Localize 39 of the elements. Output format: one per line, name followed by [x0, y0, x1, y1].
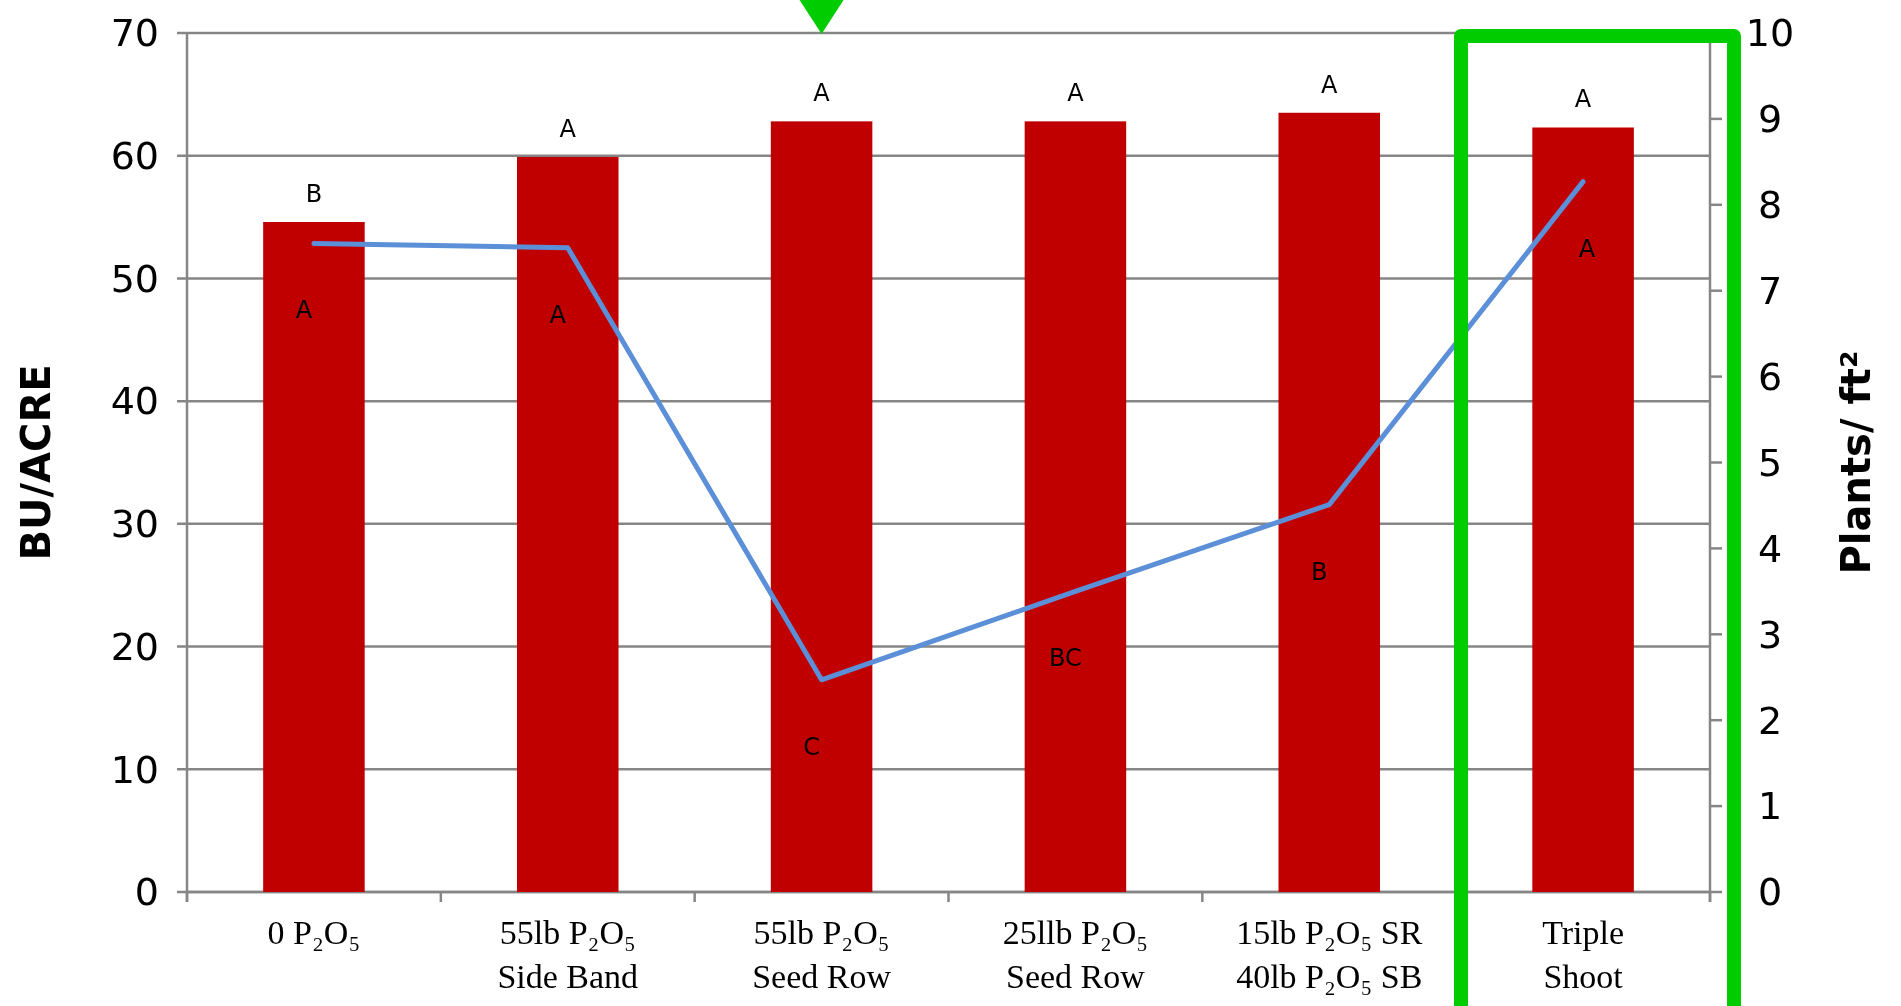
- y2-tick-label: 6: [1757, 354, 1783, 399]
- x-tick-label: 0 P₂O₅: [267, 914, 361, 951]
- data-label: C: [803, 732, 820, 761]
- y-tick-label: 0: [134, 870, 159, 915]
- y2-tick-label: 3: [1757, 612, 1783, 657]
- y-tick-label: 40: [110, 379, 159, 424]
- data-label: B: [1311, 557, 1328, 586]
- y2-tick-label: 8: [1757, 183, 1783, 228]
- y-tick-label: 30: [110, 502, 159, 547]
- y2-tick-label: 2: [1757, 698, 1783, 743]
- y-tick-label: 60: [110, 134, 159, 179]
- data-label: A: [1067, 79, 1085, 108]
- data-label: A: [559, 114, 577, 143]
- y-tick-label: 70: [110, 11, 159, 56]
- y2-tick-label: 10: [1745, 11, 1795, 56]
- data-label: A: [1574, 85, 1592, 114]
- data-label: A: [813, 79, 831, 108]
- y2-tick-label: 7: [1757, 269, 1783, 313]
- y-tick-label: 10: [110, 747, 159, 792]
- x-tick-label: 55lb P₂O₅ Side Band: [497, 914, 639, 995]
- x-tick-label: 25llb P₂O₅ Seed Row: [1002, 914, 1149, 995]
- y2-tick-label: 0: [1757, 870, 1783, 915]
- x-tick-label: 55lb P₂O₅ Seed Row: [752, 914, 892, 995]
- y-tick-label: 20: [110, 624, 159, 669]
- y-tick-label: 50: [110, 256, 159, 301]
- data-label: A: [1321, 70, 1339, 99]
- data-label: B: [305, 179, 323, 208]
- y-axis-title: BU/ACRE: [13, 364, 59, 561]
- y2-tick-label: 4: [1757, 526, 1783, 571]
- x-tick-label: 15lb P₂O₅ SR 40lb P₂O₅ SB: [1236, 914, 1423, 995]
- y2-tick-label: 9: [1757, 97, 1783, 142]
- y2-axis-title: Plants/ ft²: [1833, 350, 1879, 575]
- data-label: A: [295, 296, 313, 325]
- data-label: A: [549, 300, 567, 329]
- data-label: A: [1578, 234, 1596, 263]
- y2-tick-label: 1: [1757, 784, 1783, 829]
- y2-tick-label: 5: [1757, 440, 1783, 485]
- data-label: BC: [1049, 644, 1082, 673]
- x-tick-label: Triple Shoot: [1542, 914, 1625, 995]
